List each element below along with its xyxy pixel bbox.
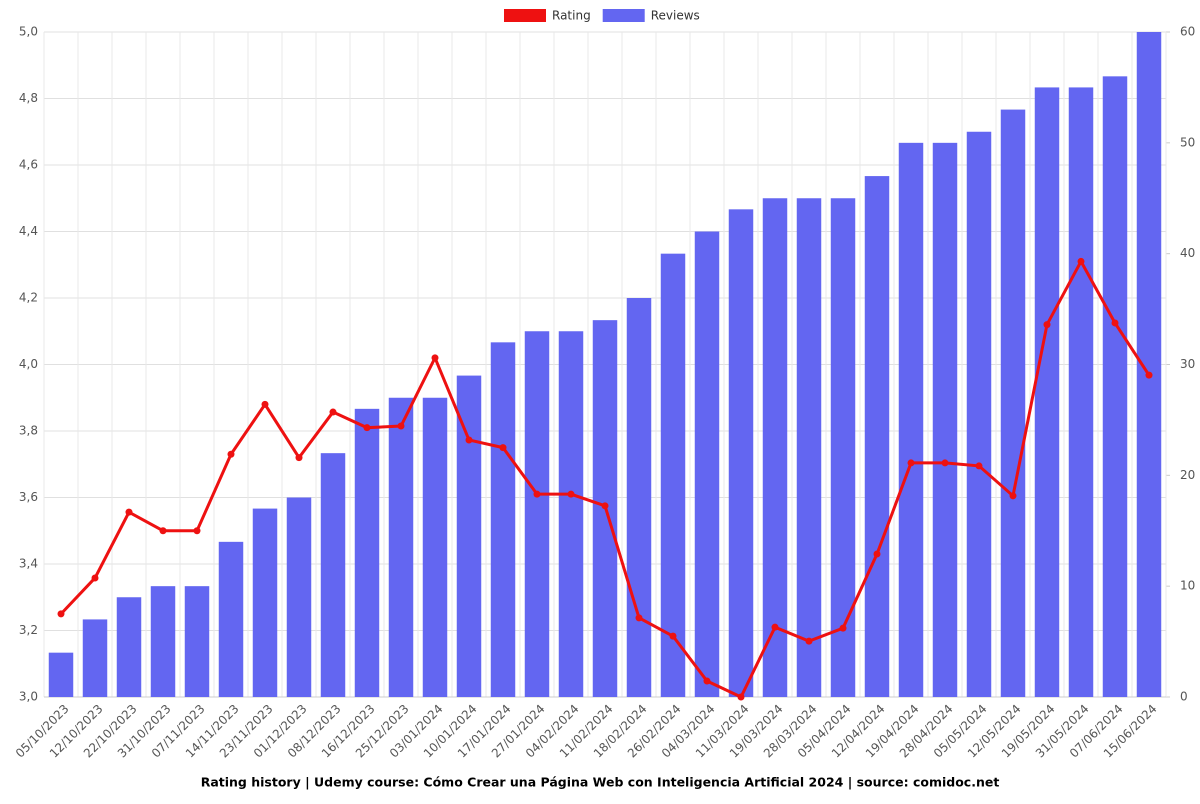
- rating-point: [125, 508, 133, 516]
- rating-point: [193, 527, 201, 535]
- legend-label: Reviews: [651, 9, 700, 23]
- rating-point: [1043, 321, 1051, 329]
- bar: [796, 198, 822, 697]
- rating-point: [737, 693, 745, 701]
- bar: [898, 142, 924, 698]
- bar: [762, 198, 788, 697]
- rating-point: [431, 354, 439, 362]
- legend-swatch: [504, 9, 546, 22]
- y-tick-label: 4,4: [19, 224, 38, 238]
- y2-tick-label: 50: [1180, 135, 1195, 149]
- legend-label: Rating: [552, 9, 591, 23]
- rating-point: [329, 408, 337, 416]
- rating-point: [601, 502, 609, 510]
- bar: [1102, 76, 1128, 698]
- rating-point: [91, 574, 99, 582]
- rating-point: [873, 550, 881, 558]
- rating-point: [1111, 319, 1119, 327]
- bar: [184, 586, 210, 697]
- bar: [354, 408, 380, 697]
- rating-point: [805, 637, 813, 645]
- bar: [932, 142, 958, 698]
- bar: [558, 331, 584, 697]
- y2-tick-label: 40: [1180, 246, 1195, 260]
- bar: [422, 397, 448, 697]
- y-tick-label: 4,8: [19, 91, 38, 105]
- y-tick-label: 3,4: [19, 557, 38, 571]
- rating-point: [57, 610, 65, 618]
- y-tick-label: 3,0: [19, 690, 38, 704]
- rating-point: [975, 462, 983, 470]
- rating-point: [533, 490, 541, 498]
- bar: [1068, 87, 1094, 697]
- rating-point: [261, 400, 269, 408]
- rating-point: [941, 459, 949, 467]
- bar: [456, 375, 482, 697]
- rating-point: [635, 614, 643, 622]
- bar: [864, 176, 890, 698]
- legend-swatch: [602, 9, 645, 22]
- y2-tick-label: 20: [1180, 468, 1195, 482]
- rating-point: [397, 422, 405, 430]
- y-tick-label: 4,0: [19, 357, 38, 371]
- rating-point: [669, 632, 677, 640]
- y-tick-label: 4,2: [19, 291, 38, 305]
- rating-point: [1145, 371, 1153, 379]
- bar: [1000, 109, 1026, 698]
- y-tick-label: 3,6: [19, 490, 38, 504]
- bar: [286, 497, 312, 697]
- y2-tick-label: 60: [1180, 25, 1195, 39]
- rating-point: [839, 624, 847, 632]
- rating-point: [1077, 257, 1085, 265]
- bar: [524, 331, 550, 697]
- bar: [388, 397, 414, 697]
- y-tick-label: 4,6: [19, 158, 38, 172]
- bar: [218, 541, 244, 697]
- bar: [1034, 87, 1060, 697]
- y2-tick-label: 10: [1180, 579, 1195, 593]
- bar: [694, 231, 720, 697]
- bar: [626, 298, 652, 697]
- rating-point: [159, 527, 167, 535]
- rating-point: [771, 623, 779, 631]
- y-tick-label: 3,8: [19, 424, 38, 438]
- rating-point: [363, 424, 371, 432]
- rating-point: [227, 450, 235, 458]
- rating-point: [1009, 492, 1017, 500]
- rating-point: [465, 436, 473, 444]
- y2-tick-label: 30: [1180, 357, 1195, 371]
- y2-tick-label: 0: [1180, 690, 1188, 704]
- rating-point: [567, 490, 575, 498]
- bar: [320, 453, 346, 697]
- bar: [830, 198, 856, 697]
- bar: [966, 131, 992, 697]
- bar: [660, 253, 686, 697]
- rating-point: [295, 454, 303, 462]
- bar: [490, 342, 516, 697]
- bar: [48, 652, 74, 697]
- rating-point: [703, 677, 711, 685]
- bar: [116, 597, 142, 697]
- bar: [252, 508, 278, 697]
- rating-point: [907, 459, 915, 467]
- y-tick-label: 5,0: [19, 25, 38, 39]
- rating-point: [499, 444, 507, 452]
- y-tick-label: 3,2: [19, 623, 38, 637]
- bar: [82, 619, 108, 697]
- chart-title: Rating history | Udemy course: Cómo Crea…: [201, 775, 1000, 790]
- bar: [150, 586, 176, 697]
- bar: [728, 209, 754, 698]
